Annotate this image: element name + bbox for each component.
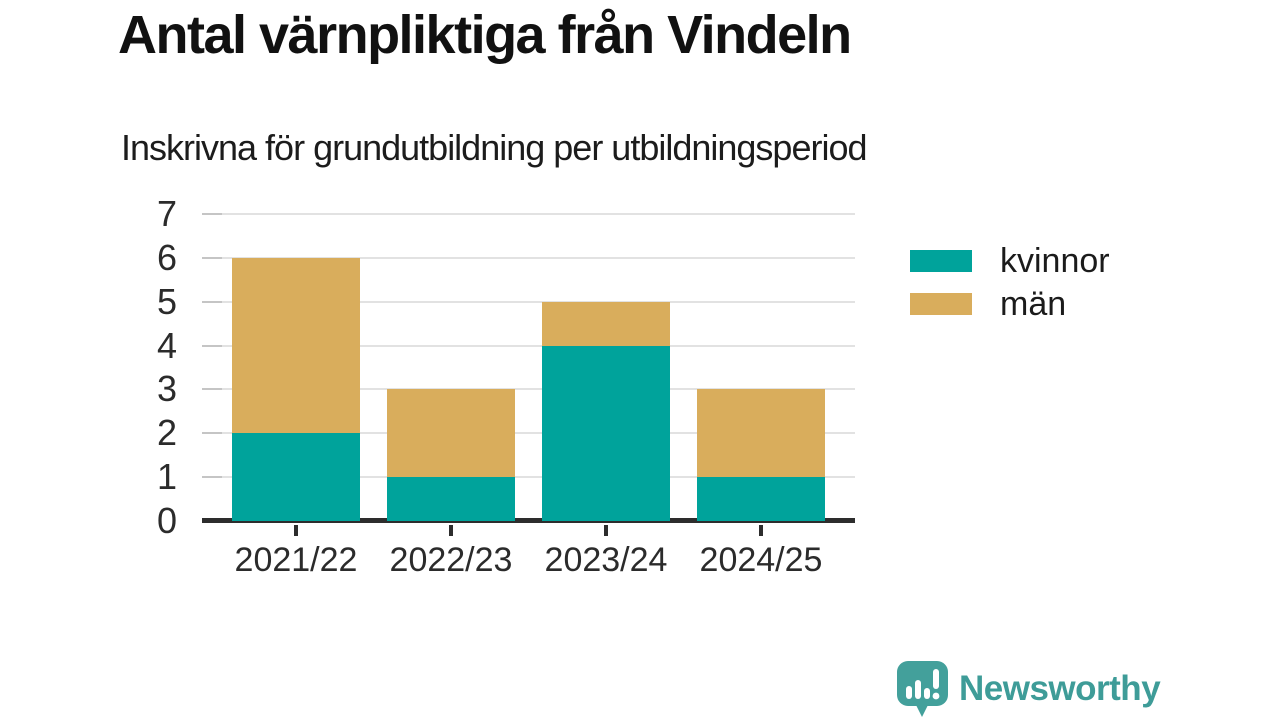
bar-segment-kvinnor-2023/24 xyxy=(542,345,670,521)
x-axis-label-2023/24: 2023/24 xyxy=(544,541,668,579)
y-tick-7 xyxy=(202,213,222,215)
bar-segment-män-2022/23 xyxy=(387,389,515,478)
legend-label-kvinnor: kvinnor xyxy=(1000,242,1110,280)
y-axis-label-7: 7 xyxy=(156,193,177,234)
bar-segment-kvinnor-2021/22 xyxy=(232,433,360,521)
legend-swatch-män xyxy=(910,293,972,315)
gridline-3 xyxy=(202,388,855,391)
legend: kvinnor män xyxy=(910,242,1110,336)
x-tick-2021/22 xyxy=(294,525,298,536)
y-tick-2 xyxy=(202,432,222,435)
y-tick-6 xyxy=(202,256,222,259)
gridline-4 xyxy=(202,344,855,347)
y-axis-label-0: 0 xyxy=(156,500,177,541)
y-axis-label-1: 1 xyxy=(156,456,177,498)
chart-title: Antal värnpliktiga från Vindeln xyxy=(118,5,852,65)
gridline-7 xyxy=(202,213,855,215)
legend-item-kvinnor: kvinnor xyxy=(910,242,1110,280)
legend-swatch-kvinnor xyxy=(910,250,972,272)
x-axis-line xyxy=(202,518,855,523)
y-axis-label-6: 6 xyxy=(156,236,177,278)
gridline-5 xyxy=(202,300,855,303)
speech-bubble-bar-chart-icon xyxy=(897,661,948,717)
x-axis-label-2022/23: 2022/23 xyxy=(389,541,513,579)
bar-segment-kvinnor-2024/25 xyxy=(697,477,825,521)
y-axis-label-2: 2 xyxy=(156,412,177,454)
bar-segment-män-2021/22 xyxy=(232,257,360,434)
x-axis-label-2021/22: 2021/22 xyxy=(234,541,358,579)
bar-segment-män-2024/25 xyxy=(697,389,825,478)
gridline-1 xyxy=(202,476,855,479)
legend-item-män: män xyxy=(910,285,1110,323)
bar-2023/24 xyxy=(542,301,670,521)
plot-area: 0 1 2 3 4 5 6 7 2021/22 2022/23 2023/24 2024/25 xyxy=(157,193,855,579)
x-tick-2023/24 xyxy=(604,525,608,536)
y-tick-1 xyxy=(202,476,222,479)
gridline-6 xyxy=(202,256,855,259)
y-axis-label-3: 3 xyxy=(156,368,177,410)
gridline-2 xyxy=(202,432,855,435)
chart-subtitle: Inskrivna för grundutbildning per utbild… xyxy=(121,127,867,168)
y-tick-4 xyxy=(202,344,222,347)
bar-2022/23 xyxy=(387,389,515,521)
bar-segment-kvinnor-2022/23 xyxy=(387,477,515,521)
legend-label-män: män xyxy=(1000,285,1067,323)
newsworthy-wordmark: Newsworthy xyxy=(959,669,1161,708)
y-axis-label-4: 4 xyxy=(156,324,177,366)
bar-segment-män-2023/24 xyxy=(542,301,670,346)
newsworthy-logo: Newsworthy xyxy=(896,660,1161,718)
bar-2021/22 xyxy=(232,257,360,521)
y-tick-3 xyxy=(202,388,222,391)
bar-2024/25 xyxy=(697,389,825,521)
y-axis-label-5: 5 xyxy=(156,280,177,322)
x-tick-2022/23 xyxy=(449,525,453,536)
x-tick-2024/25 xyxy=(759,525,763,536)
x-axis-label-2024/25: 2024/25 xyxy=(699,541,823,579)
y-tick-5 xyxy=(202,300,222,303)
